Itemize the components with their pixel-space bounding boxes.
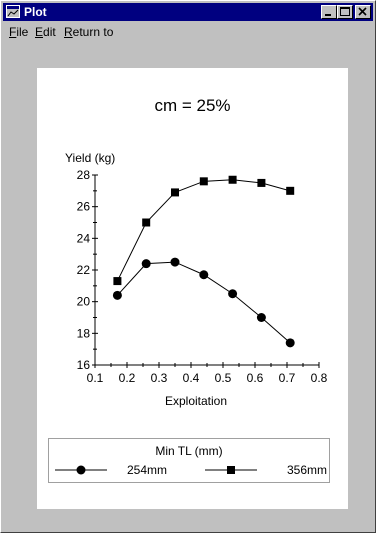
close-icon xyxy=(358,7,367,16)
legend-entry-356: 356mm xyxy=(205,462,329,478)
x-tick-label: 0.8 xyxy=(311,371,328,385)
x-tick-label: 0.3 xyxy=(151,371,168,385)
close-button[interactable] xyxy=(355,5,371,19)
minimize-icon xyxy=(325,14,331,16)
menu-edit-rest: dit xyxy=(43,25,56,39)
legend-label-356: 356mm xyxy=(287,463,328,477)
plot-app-icon xyxy=(6,5,20,18)
data-point-356mm xyxy=(257,178,266,187)
title-bar[interactable]: Plot xyxy=(3,3,373,21)
data-point-254mm xyxy=(112,290,122,300)
legend-circle-marker xyxy=(55,465,107,475)
y-tick-label: 28 xyxy=(77,168,91,182)
data-point-254mm xyxy=(256,313,266,322)
x-tick-label: 0.5 xyxy=(215,371,232,385)
x-tick-label: 0.1 xyxy=(87,371,104,385)
legend-title: Min TL (mm) xyxy=(155,444,223,458)
menu-return-to-accel: R xyxy=(64,25,73,39)
data-point-356mm xyxy=(142,218,151,227)
y-tick-label: 20 xyxy=(77,295,91,309)
menu-edit[interactable]: Edit xyxy=(35,25,56,39)
data-point-356mm xyxy=(286,186,295,195)
x-tick-label: 0.4 xyxy=(183,371,200,385)
maximize-button[interactable] xyxy=(337,5,353,19)
menu-bar: File Edit Return to xyxy=(3,22,373,41)
data-point-356mm xyxy=(113,277,122,286)
x-tick-label: 0.7 xyxy=(279,371,296,385)
x-axis-label: Exploitation xyxy=(165,394,227,408)
plot-panel: cm = 25% Yield (kg) Exploitation 16 18 20 2… xyxy=(37,68,348,509)
minimize-button[interactable] xyxy=(321,5,337,19)
y-tick-label: 22 xyxy=(77,263,91,277)
menu-return-to-rest: eturn to xyxy=(72,25,114,39)
menu-file-accel: F xyxy=(9,25,17,39)
window-title: Plot xyxy=(24,5,47,19)
y-tick-label: 16 xyxy=(77,358,91,372)
y-axis-label: Yield (kg) xyxy=(65,151,115,165)
menu-file-rest: ile xyxy=(16,25,29,39)
data-point-356mm xyxy=(228,175,237,184)
y-tick-label: 26 xyxy=(77,200,91,214)
data-point-254mm xyxy=(170,257,180,267)
legend: Min TL (mm) 254mm 356mm xyxy=(48,438,330,483)
legend-square-marker xyxy=(205,466,257,474)
yield-chart: Yield (kg) Exploitation 16 18 20 22 24 26 28 0.… xyxy=(65,151,328,408)
menu-return-to[interactable]: Return to xyxy=(64,25,113,39)
y-tick-label: 24 xyxy=(77,231,91,245)
data-point-356mm xyxy=(199,177,208,186)
y-tick-label: 18 xyxy=(77,326,91,340)
data-point-254mm xyxy=(141,259,151,269)
legend-entry-254: 254mm xyxy=(55,462,185,478)
legend-label-254: 254mm xyxy=(127,463,168,477)
data-point-254mm xyxy=(228,289,238,299)
chart-title: cm = 25% xyxy=(154,96,231,115)
menu-file[interactable]: File xyxy=(9,25,28,39)
data-point-254mm xyxy=(285,338,295,348)
maximize-icon xyxy=(340,7,350,16)
data-point-356mm xyxy=(171,188,179,197)
menu-edit-accel: E xyxy=(35,25,44,39)
x-tick-label: 0.6 xyxy=(247,371,264,385)
data-point-254mm xyxy=(199,270,209,280)
x-tick-label: 0.2 xyxy=(119,371,136,385)
